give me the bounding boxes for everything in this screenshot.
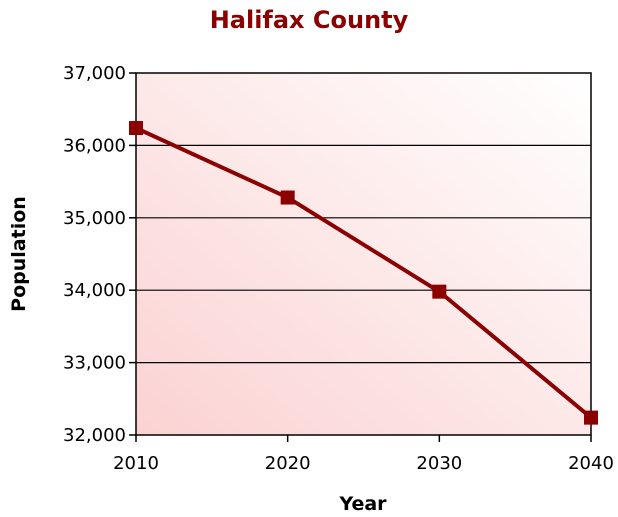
gridlines (136, 144, 591, 364)
y-tick-label: 36,000 (63, 135, 126, 156)
data-point (129, 121, 143, 136)
x-tick-label: 2030 (416, 453, 462, 474)
data-point (280, 190, 295, 205)
series-layer (129, 121, 598, 425)
series-line (135, 126, 593, 420)
x-tick-label: 2040 (568, 453, 614, 474)
x-tick-label: 2020 (265, 453, 311, 474)
x-axis-label: Year (338, 493, 387, 515)
x-tick-label: 2010 (113, 453, 159, 474)
y-tick-label: 35,000 (63, 208, 126, 229)
data-point (584, 410, 598, 425)
plot-area (136, 73, 591, 435)
y-tick-label: 32,000 (63, 425, 126, 446)
data-point (432, 284, 447, 299)
y-tick-label: 34,000 (63, 280, 126, 301)
plot-border (135, 72, 592, 436)
x-axis-ticks: 2010 2020 2030 2040 (113, 435, 614, 474)
y-tick-label: 33,000 (63, 353, 126, 374)
y-tick-label: 37,000 (63, 63, 126, 84)
y-axis-ticks: 32,000 33,000 34,000 35,000 36,000 37,000 (63, 63, 136, 446)
chart-title: Halifax County (210, 6, 409, 34)
y-axis-label: Population (8, 196, 30, 312)
